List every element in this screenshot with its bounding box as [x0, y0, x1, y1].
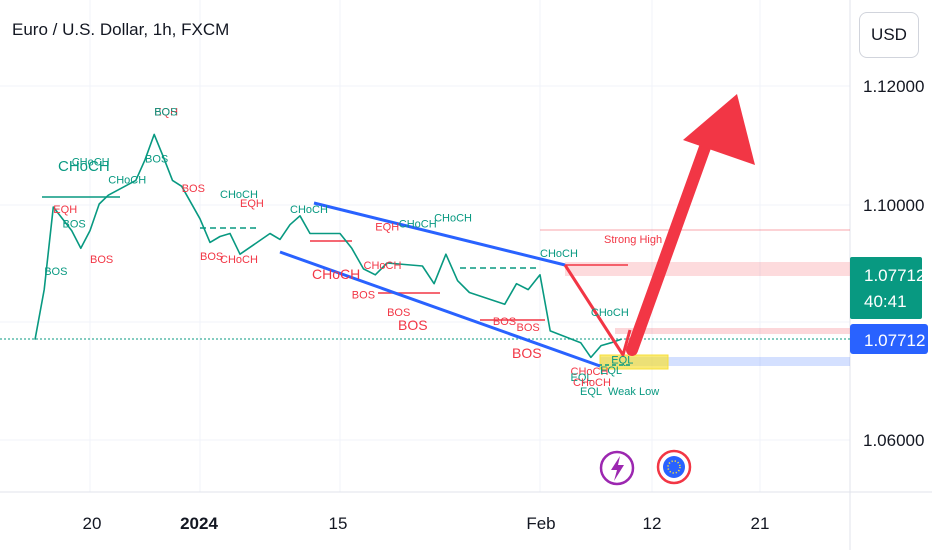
annotation-label: EQL	[611, 354, 633, 366]
channel-lower-line	[279, 250, 601, 368]
annotation-label: CHoCH	[220, 254, 258, 266]
annotation-label: BOS	[182, 183, 205, 195]
annotation-label: CHoCH	[591, 307, 629, 319]
annotation-label: EQL	[571, 372, 593, 384]
supply-zone-thin	[615, 328, 850, 334]
eql-label-2: EQL	[580, 386, 602, 398]
choch-bottom-label: CHoCH	[573, 377, 611, 389]
price-axis-labels: 1.12000 1.10000 1.06000	[863, 77, 924, 450]
annotation-label: BOS	[63, 219, 86, 231]
annotation-label: CHoCH	[434, 213, 472, 225]
last-price-value: 1.07712	[864, 266, 925, 285]
annotation-label: CHoCH	[290, 204, 328, 216]
annotation-label: CHoCH	[72, 157, 110, 169]
y-tick-label: 1.10000	[863, 196, 924, 215]
choch-mid-label: CHoCH	[312, 266, 360, 282]
annotation-label: BOS	[493, 316, 516, 328]
eql-label: EQL	[600, 365, 622, 377]
x-tick-label: 21	[751, 514, 770, 533]
annotation-label: BOS	[44, 266, 67, 278]
x-tick-label: 15	[329, 514, 348, 533]
price-series-line	[34, 133, 622, 359]
eu-flag-event-icon[interactable]	[656, 449, 692, 485]
lightning-event-icon[interactable]	[599, 450, 635, 486]
countdown-value: 40:41	[864, 292, 907, 311]
projection-up-arrowhead	[683, 94, 755, 165]
y-tick-label: 1.12000	[863, 77, 924, 96]
strong-high-zone	[565, 262, 850, 276]
annotation-label: EQH	[154, 107, 178, 119]
currency-button[interactable]: USD	[859, 12, 919, 58]
annotation-label: CHoCH	[220, 189, 258, 201]
annotation-label: CHoCH	[571, 366, 609, 378]
annotation-label: CHoCH	[540, 248, 578, 260]
time-axis-labels: 20 2024 15 Feb 12 21	[83, 514, 770, 533]
projection-up-shaft	[626, 119, 719, 356]
annotation-label: EQH	[375, 222, 399, 234]
bos-mid-label: BOS	[398, 317, 428, 333]
annotation-label: CHoCH	[108, 174, 146, 186]
weak-low-zone	[600, 357, 850, 366]
y-tick-label: 1.06000	[863, 431, 924, 450]
annotation-label: BOS	[200, 251, 223, 263]
annotation-label: EQH	[53, 204, 77, 216]
choch-large-label: CHoCH	[58, 158, 110, 175]
projection-down-line	[563, 264, 632, 357]
symbol-title: Euro / U.S. Dollar, 1h, FXCM	[12, 20, 230, 39]
annotation-label: BOS	[145, 154, 168, 166]
annotation-label: BOS	[387, 307, 410, 319]
x-tick-label: Feb	[526, 514, 555, 533]
annotation-label: BOS	[90, 254, 113, 266]
strong-high-label: Strong High	[604, 234, 662, 246]
annotation-label: BOS	[154, 107, 177, 119]
weak-low-label: Weak Low	[608, 386, 659, 398]
channel-upper-line	[313, 201, 566, 267]
x-tick-label: 2024	[180, 514, 218, 533]
grid	[0, 0, 850, 492]
annotation-label: BOS	[517, 322, 540, 334]
x-tick-label: 20	[83, 514, 102, 533]
last-price-tag: 1.07712 40:41	[850, 257, 925, 319]
current-price-tag: 1.07712	[850, 324, 928, 354]
bos-mid-label-2: BOS	[512, 345, 542, 361]
current-price-value: 1.07712	[864, 331, 925, 350]
annotation-label: CHoCH	[399, 219, 437, 231]
annotation-label: EQH	[240, 198, 264, 210]
annotation-label: CHoCH	[364, 260, 402, 272]
x-tick-label: 12	[643, 514, 662, 533]
annotation-label: BOS	[352, 289, 375, 301]
